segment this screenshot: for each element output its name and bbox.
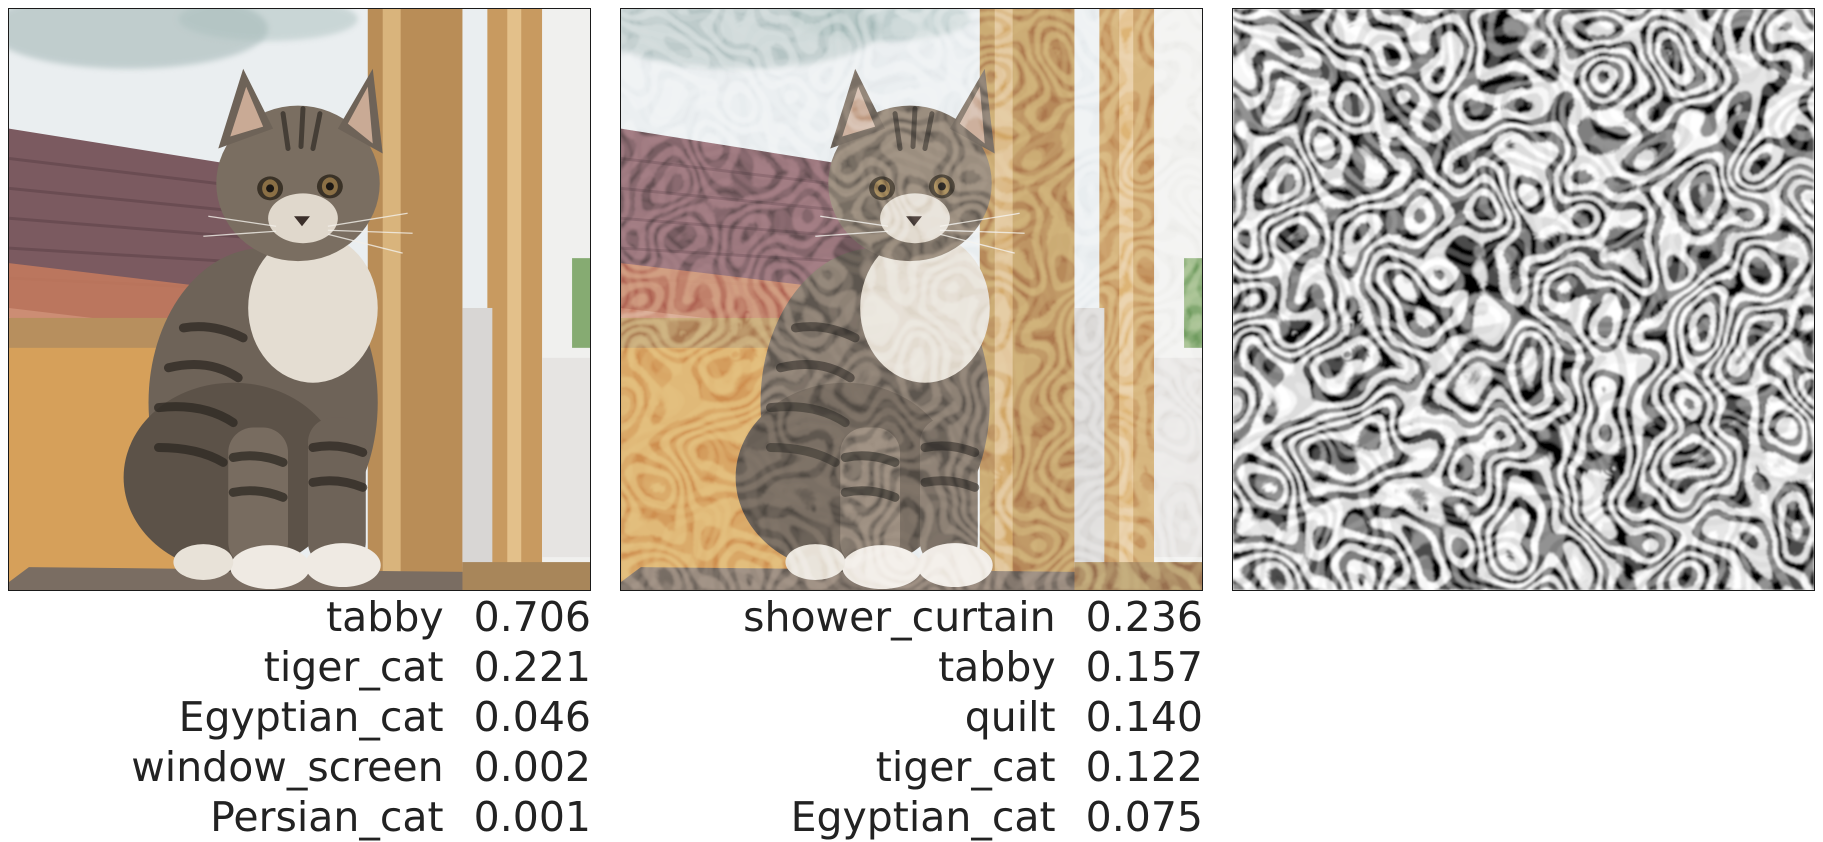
kitten-photo [9, 9, 590, 590]
prediction-label: tabby [326, 593, 444, 641]
perturbation-pattern [1232, 8, 1815, 591]
prediction-label: quilt [964, 693, 1056, 741]
perturbed-image [620, 8, 1203, 591]
prediction-score: 0.075 [1085, 793, 1203, 841]
prediction-row: tabby 0.157 [620, 642, 1203, 692]
prediction-score: 0.140 [1085, 693, 1203, 741]
perturbed-predictions: shower_curtain 0.236 tabby 0.157 quilt 0… [620, 592, 1203, 842]
prediction-label: shower_curtain [743, 593, 1056, 641]
prediction-row: Egyptian_cat 0.075 [620, 792, 1203, 842]
prediction-row: tiger_cat 0.122 [620, 742, 1203, 792]
prediction-score: 0.221 [473, 643, 591, 691]
prediction-label: tiger_cat [263, 643, 444, 691]
prediction-row: tabby 0.706 [8, 592, 591, 642]
prediction-label: tiger_cat [875, 743, 1056, 791]
original-predictions: tabby 0.706 tiger_cat 0.221 Egyptian_cat… [8, 592, 591, 842]
original-image [8, 8, 591, 591]
prediction-score: 0.001 [473, 793, 591, 841]
pattern-overlay [621, 9, 1202, 590]
prediction-row: window_screen 0.002 [8, 742, 591, 792]
prediction-score: 0.002 [473, 743, 591, 791]
prediction-label: Egyptian_cat [790, 793, 1056, 841]
prediction-label: tabby [938, 643, 1056, 691]
prediction-score: 0.046 [473, 693, 591, 741]
prediction-score: 0.157 [1085, 643, 1203, 691]
prediction-row: shower_curtain 0.236 [620, 592, 1203, 642]
prediction-row: Persian_cat 0.001 [8, 792, 591, 842]
prediction-label: window_screen [131, 743, 444, 791]
prediction-row: Egyptian_cat 0.046 [8, 692, 591, 742]
prediction-label: Persian_cat [210, 793, 444, 841]
prediction-row: tiger_cat 0.221 [8, 642, 591, 692]
prediction-score: 0.122 [1085, 743, 1203, 791]
prediction-label: Egyptian_cat [178, 693, 444, 741]
swirl-pattern [1233, 9, 1814, 590]
prediction-score: 0.706 [473, 593, 591, 641]
prediction-row: quilt 0.140 [620, 692, 1203, 742]
kitten-perturbed-photo [621, 9, 1202, 590]
prediction-score: 0.236 [1085, 593, 1203, 641]
